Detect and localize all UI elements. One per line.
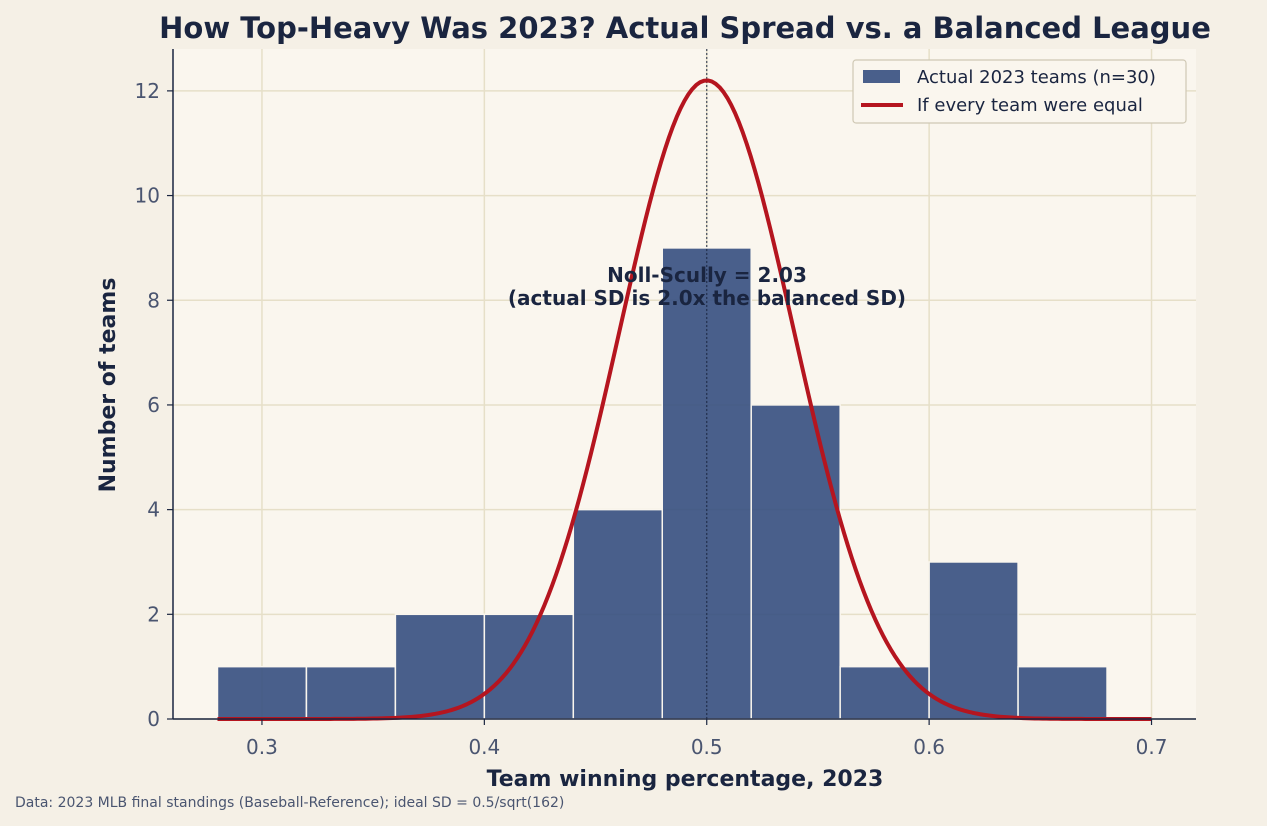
y-tick-label-0: 0 — [147, 707, 160, 731]
histogram-bar-8 — [928, 561, 1019, 720]
x-tick-label-0: 0.3 — [246, 735, 278, 759]
x-tick-label-1: 0.4 — [468, 735, 500, 759]
histogram-bar-6 — [750, 404, 841, 720]
x-tick-label-4: 0.7 — [1136, 735, 1168, 759]
y-ticks: 0 2 4 6 8 10 12 — [135, 79, 173, 731]
axes — [172, 49, 1196, 720]
legend-swatch-histogram — [863, 70, 900, 83]
y-tick-label-1: 2 — [147, 602, 160, 626]
legend: Actual 2023 teams (n=30) If every team w… — [852, 59, 1187, 124]
y-tick-label-4: 8 — [147, 288, 160, 312]
annotation-line-2: (actual SD is 2.0x the balanced SD) — [508, 286, 906, 310]
annotation-line-1: Noll-Scully = 2.03 — [607, 263, 807, 287]
histogram-bar-4 — [572, 508, 664, 720]
histogram-bar-3 — [483, 613, 575, 720]
histogram-bar-9 — [1017, 665, 1108, 720]
legend-box — [852, 59, 1187, 124]
histogram-bar-7 — [839, 665, 930, 720]
source-note: Data: 2023 MLB final standings (Baseball… — [15, 795, 565, 811]
y-axis-label: Number of teams — [96, 278, 121, 493]
y-tick-label-6: 12 — [135, 79, 160, 103]
x-tick-label-3: 0.6 — [913, 735, 945, 759]
histogram-bar-0 — [216, 665, 308, 720]
x-tick-label-2: 0.5 — [691, 735, 723, 759]
y-tick-label-2: 4 — [147, 498, 160, 522]
y-tick-label-3: 6 — [147, 393, 160, 417]
legend-label-curve: If every team were equal — [917, 95, 1143, 116]
legend-label-histogram: Actual 2023 teams (n=30) — [917, 67, 1156, 88]
x-ticks: 0.3 0.4 0.5 0.6 0.7 — [246, 719, 1167, 759]
y-tick-label-5: 10 — [135, 184, 160, 208]
chart-title: How Top-Heavy Was 2023? Actual Spread vs… — [159, 11, 1211, 45]
histogram-bar-1 — [305, 665, 397, 720]
x-axis-label: Team winning percentage, 2023 — [487, 767, 884, 792]
